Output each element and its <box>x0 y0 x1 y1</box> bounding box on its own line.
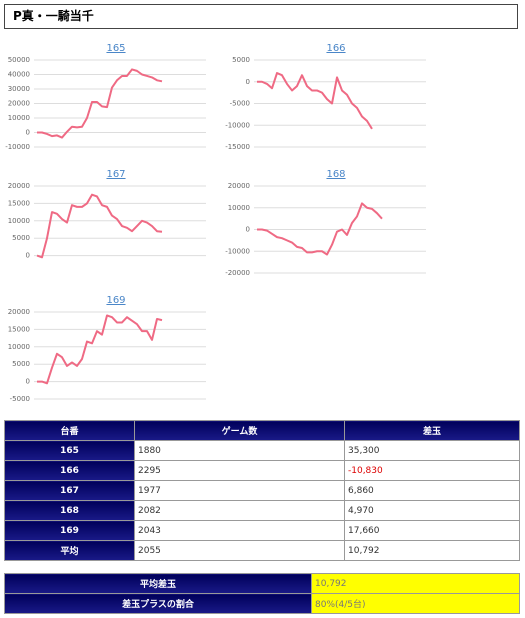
y-tick-label: 50000 <box>8 56 30 64</box>
y-tick-label: 0 <box>246 226 250 234</box>
y-tick-label: 5000 <box>232 56 250 64</box>
table-cell: 4,970 <box>344 500 520 521</box>
y-tick-label: -15000 <box>225 143 250 151</box>
data-line <box>257 202 383 256</box>
charts: 16550000400003000020000100000-1000016650… <box>5 43 426 403</box>
data-line <box>36 193 163 259</box>
y-tick-label: 20000 <box>8 100 30 108</box>
chart-title[interactable]: 169 <box>106 295 125 306</box>
summary-label: 差玉プラスの割合 <box>4 593 312 614</box>
y-tick-label: 15000 <box>8 199 30 207</box>
table-cell: -10,830 <box>344 460 520 481</box>
y-tick-label: -5000 <box>230 100 250 108</box>
chart-title[interactable]: 165 <box>106 43 125 54</box>
table-row: 166 2295 -10,830 <box>4 460 520 481</box>
y-tick-label: 10000 <box>8 217 30 225</box>
y-tick-label: 30000 <box>8 85 30 93</box>
row-label: 166 <box>4 460 135 481</box>
table-row: 168 2082 4,970 <box>4 500 520 521</box>
header-cell: 台番 <box>4 420 135 441</box>
row-label: 平均 <box>4 540 135 561</box>
y-tick-label: 20000 <box>8 182 30 190</box>
page-title: P真・一騎当千 <box>4 4 518 29</box>
y-tick-label: 5000 <box>12 360 30 368</box>
data-line <box>257 72 373 130</box>
y-tick-label: 40000 <box>8 71 30 79</box>
header-cell: 差玉 <box>344 420 520 441</box>
table-row: 167 1977 6,860 <box>4 480 520 501</box>
table-cell: 2082 <box>134 500 345 521</box>
row-label: 169 <box>4 520 135 541</box>
table-cell: 1977 <box>134 480 345 501</box>
chart-title[interactable]: 166 <box>326 43 345 54</box>
y-tick-label: -20000 <box>225 269 250 277</box>
data-table: 台番 ゲーム数 差玉 165 1880 35,300 166 2295 -10,830 16… <box>4 420 520 561</box>
table-cell: 35,300 <box>344 440 520 461</box>
y-tick-label: 0 <box>26 129 30 137</box>
chart-title[interactable]: 167 <box>106 169 125 180</box>
y-tick-label: 10000 <box>8 343 30 351</box>
y-tick-label: -5000 <box>10 395 30 403</box>
header-cell: ゲーム数 <box>134 420 345 441</box>
y-tick-label: 0 <box>246 78 250 86</box>
y-tick-label: 15000 <box>8 325 30 333</box>
y-tick-label: 10000 <box>8 114 30 122</box>
y-tick-label: -10000 <box>5 143 30 151</box>
table-row: 169 2043 17,660 <box>4 520 520 541</box>
summary-value: 80%(4/5台) <box>311 593 520 614</box>
table-cell: 17,660 <box>344 520 520 541</box>
table-cell: 6,860 <box>344 480 520 501</box>
y-tick-label: -10000 <box>225 121 250 129</box>
y-tick-label: 0 <box>26 378 30 386</box>
data-line <box>37 314 163 385</box>
row-label: 167 <box>4 480 135 501</box>
chart-title[interactable]: 168 <box>326 169 345 180</box>
table-row: 平均 2055 10,792 <box>4 540 520 561</box>
y-tick-label: 0 <box>26 252 30 260</box>
table-cell: 1880 <box>134 440 345 461</box>
summary-label: 平均差玉 <box>4 573 312 594</box>
y-tick-label: 20000 <box>8 308 30 316</box>
summary-table: 平均差玉 10,792 差玉プラスの割合 80%(4/5台) <box>4 573 520 614</box>
y-tick-label: 20000 <box>228 182 250 190</box>
summary-row: 差玉プラスの割合 80%(4/5台) <box>4 593 520 614</box>
y-tick-label: -10000 <box>225 247 250 255</box>
row-label: 168 <box>4 500 135 521</box>
table-cell: 2043 <box>134 520 345 541</box>
header-row: 台番 ゲーム数 差玉 <box>4 420 520 441</box>
y-tick-label: 5000 <box>12 234 30 242</box>
summary-row: 平均差玉 10,792 <box>4 573 520 594</box>
y-tick-label: 10000 <box>228 204 250 212</box>
data-line <box>37 68 163 139</box>
summary-value: 10,792 <box>311 573 520 594</box>
table-row: 165 1880 35,300 <box>4 440 520 461</box>
row-label: 165 <box>4 440 135 461</box>
table-cell: 2295 <box>134 460 345 481</box>
table-cell: 2055 <box>134 540 345 561</box>
table-cell: 10,792 <box>344 540 520 561</box>
